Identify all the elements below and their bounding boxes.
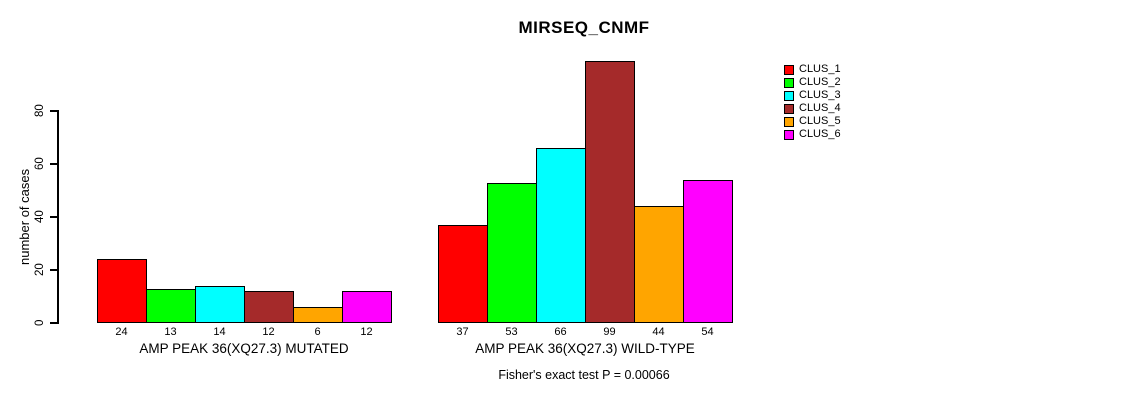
y-axis-line [57,110,59,324]
y-tick [50,216,58,218]
y-tick-label: 40 [34,210,46,224]
legend-swatch [784,90,794,101]
legend-item-label: CLUS_3 [799,89,841,101]
bar-clus_3-group0 [195,285,245,323]
legend-swatch [784,116,794,127]
legend-item: CLUS_4 [784,102,841,115]
bar-value-label: 66 [554,326,567,338]
bar-value-label: 37 [456,326,469,338]
bar-clus_1-group0 [97,259,147,323]
legend-item: CLUS_1 [784,63,841,76]
legend-item-label: CLUS_2 [799,76,841,88]
legend-swatch [784,129,794,140]
bar-clus_2-group1 [487,182,537,323]
bar-value-label: 12 [360,326,373,338]
bar-value-label: 24 [115,326,128,338]
bar-clus_4-group0 [244,291,294,323]
legend-item-label: CLUS_4 [799,102,841,114]
bar-value-label: 54 [701,326,714,338]
bar-clus_3-group1 [536,148,586,323]
bar-clus_5-group1 [634,206,684,323]
bar-clus_1-group1 [438,224,488,323]
legend-item-label: CLUS_1 [799,63,841,75]
legend-item: CLUS_6 [784,128,841,141]
y-tick-label: 20 [34,263,46,277]
chart-title: MIRSEQ_CNMF [518,18,650,37]
bar-clus_5-group0 [293,307,343,323]
bar-value-label: 44 [652,326,665,338]
y-tick [50,322,58,324]
bar-value-label: 99 [603,326,616,338]
legend-item: CLUS_3 [784,89,841,102]
bar-value-label: 13 [164,326,177,338]
bar-value-label: 53 [505,326,518,338]
y-tick-label: 80 [34,104,46,118]
x-group-label: AMP PEAK 36(XQ27.3) MUTATED [139,341,349,356]
bar-value-label: 12 [262,326,275,338]
legend-item: CLUS_5 [784,115,841,128]
legend-swatch [784,103,794,114]
legend: CLUS_1 CLUS_2 CLUS_3 CLUS_4 CLUS_5 CLUS_6 [784,63,841,141]
y-tick-label: 60 [34,157,46,171]
x-group-label: AMP PEAK 36(XQ27.3) WILD-TYPE [475,341,695,356]
bar-value-label: 14 [213,326,226,338]
y-axis-title: number of cases [17,168,32,266]
legend-swatch [784,64,794,75]
y-tick [50,269,58,271]
bar-clus_6-group1 [683,179,733,323]
legend-item-label: CLUS_5 [799,115,841,127]
y-tick-label: 0 [34,319,46,327]
legend-swatch [784,77,794,88]
bar-value-label: 6 [314,326,321,338]
legend-item-label: CLUS_6 [799,128,841,140]
footnote: Fisher's exact test P = 0.00066 [498,368,670,382]
y-tick [50,110,58,112]
bar-clus_6-group0 [342,291,392,323]
y-tick [50,163,58,165]
bar-clus_2-group0 [146,288,196,323]
legend-item: CLUS_2 [784,76,841,89]
bar-clus_4-group1 [585,60,635,323]
